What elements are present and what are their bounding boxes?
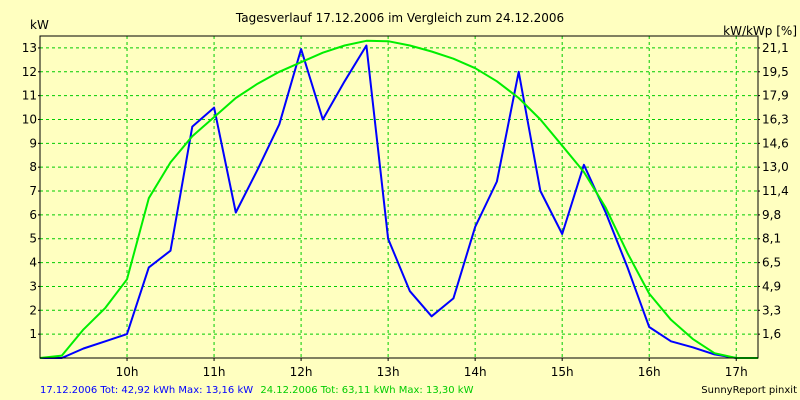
- left-tick-label: 5: [29, 232, 37, 246]
- x-tick-label: 11h: [203, 365, 226, 379]
- right-tick-label: 19,5: [762, 65, 789, 79]
- left-tick-label: 6: [29, 208, 37, 222]
- left-tick-label: 2: [29, 303, 37, 317]
- right-tick-label: 6,5: [762, 256, 781, 270]
- series-line-1: [40, 44, 737, 359]
- right-tick-label: 21,1: [762, 41, 789, 55]
- left-tick-label: 8: [29, 160, 37, 174]
- x-tick-label: 14h: [464, 365, 487, 379]
- legend: 17.12.2006 Tot: 42,92 kWh Max: 13,16 kW …: [40, 385, 474, 396]
- right-tick-label: 4,9: [762, 279, 781, 293]
- left-tick-label: 9: [29, 136, 37, 150]
- x-tick-label: 12h: [290, 365, 313, 379]
- right-tick-label: 16,3: [762, 112, 789, 126]
- x-tick-label: 13h: [377, 365, 400, 379]
- right-tick-label: 1,6: [762, 327, 781, 341]
- chart-title: Tagesverlauf 17.12.2006 im Vergleich zum…: [235, 11, 564, 25]
- y-axis-label-right: kW/kWp [%]: [723, 24, 797, 38]
- right-tick-label: 13,0: [762, 160, 789, 174]
- right-tick-label: 17,9: [762, 89, 789, 103]
- left-tick-label: 10: [22, 112, 37, 126]
- right-tick-label: 8,1: [762, 232, 781, 246]
- x-tick-label: 16h: [638, 365, 661, 379]
- footer-credit: SunnyReport pinxit: [701, 385, 797, 396]
- left-tick-label: 4: [29, 256, 37, 270]
- plot-frame: [39, 35, 759, 359]
- series-lines: [39, 39, 758, 359]
- right-tick-label: 3,3: [762, 303, 781, 317]
- left-tick-label: 11: [22, 89, 37, 103]
- x-tick-labels: 10h 11h 12h 13h 14h 15h 16h 17h: [116, 358, 748, 379]
- right-tick-label: 11,4: [762, 184, 789, 198]
- legend-series-1: 17.12.2006 Tot: 42,92 kWh Max: 13,16 kW: [40, 385, 253, 396]
- left-tick-label: 13: [22, 41, 37, 55]
- y-axis-label-left: kW: [30, 18, 49, 32]
- grid-lines: [40, 36, 758, 358]
- right-tick-label: 14,6: [762, 136, 789, 150]
- legend-series-2: 24.12.2006 Tot: 63,11 kWh Max: 13,30 kW: [260, 385, 473, 396]
- left-tick-label: 7: [29, 184, 37, 198]
- x-tick-label: 15h: [551, 365, 574, 379]
- left-tick-label: 12: [22, 65, 37, 79]
- series-line-2: [39, 39, 758, 359]
- left-tick-label: 1: [29, 327, 37, 341]
- right-tick-labels: 1,6 3,3 4,9 6,5 8,1 9,8 11,4 13,0 14,6 16,3 17,9 19…: [758, 41, 789, 341]
- x-tick-label: 17h: [725, 365, 748, 379]
- left-tick-label: 3: [29, 279, 37, 293]
- x-tick-label: 10h: [116, 365, 139, 379]
- right-tick-label: 9,8: [762, 208, 781, 222]
